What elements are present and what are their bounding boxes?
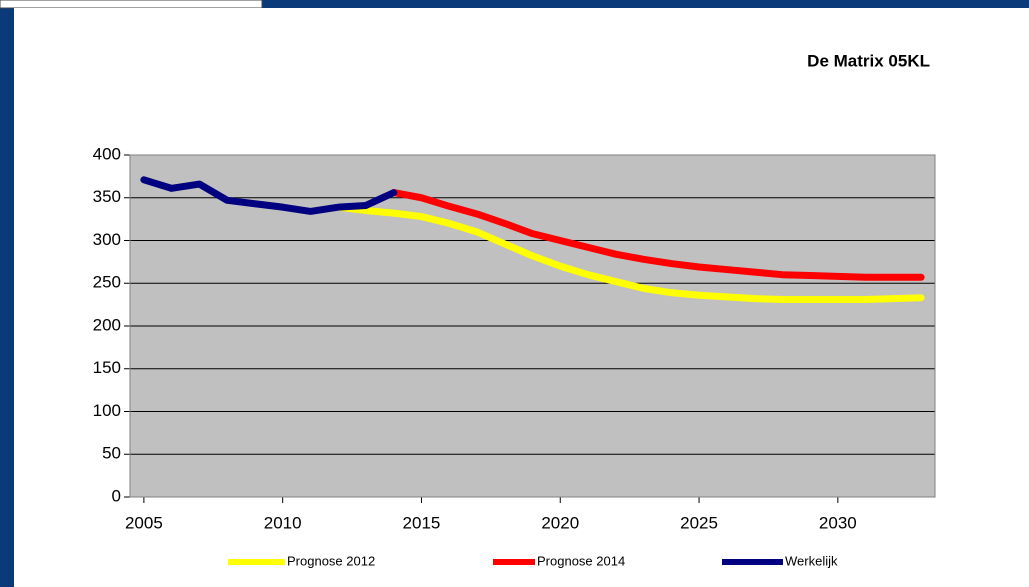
y-tick-label: 100 bbox=[93, 401, 121, 420]
legend-label: Prognose 2012 bbox=[287, 553, 375, 568]
label-box bbox=[0, 0, 263, 9]
legend-label: Prognose 2014 bbox=[537, 553, 625, 568]
x-tick-label: 2010 bbox=[264, 513, 302, 532]
y-tick-label: 300 bbox=[93, 230, 121, 249]
series-line bbox=[334, 203, 925, 303]
y-tick-label: 200 bbox=[93, 315, 121, 334]
x-tick-label: 2025 bbox=[680, 513, 718, 532]
series-line bbox=[390, 189, 925, 281]
x-tick-label: 2030 bbox=[819, 513, 857, 532]
y-tick-label: 350 bbox=[93, 187, 121, 206]
y-tick-label: 400 bbox=[93, 144, 121, 163]
chart-title: De Matrix 05KL bbox=[807, 51, 930, 70]
plot-border bbox=[129, 154, 936, 498]
y-tick-label: 250 bbox=[93, 273, 121, 292]
x-tick-label: 2015 bbox=[403, 513, 441, 532]
x-tick-label: 2020 bbox=[541, 513, 579, 532]
y-tick-label: 50 bbox=[102, 444, 121, 463]
y-tick-label: 150 bbox=[93, 358, 121, 377]
series-line bbox=[140, 176, 398, 215]
legend-label: Werkelijk bbox=[785, 553, 838, 568]
x-tick-label: 2005 bbox=[125, 513, 163, 532]
y-tick-label: 0 bbox=[112, 486, 121, 505]
